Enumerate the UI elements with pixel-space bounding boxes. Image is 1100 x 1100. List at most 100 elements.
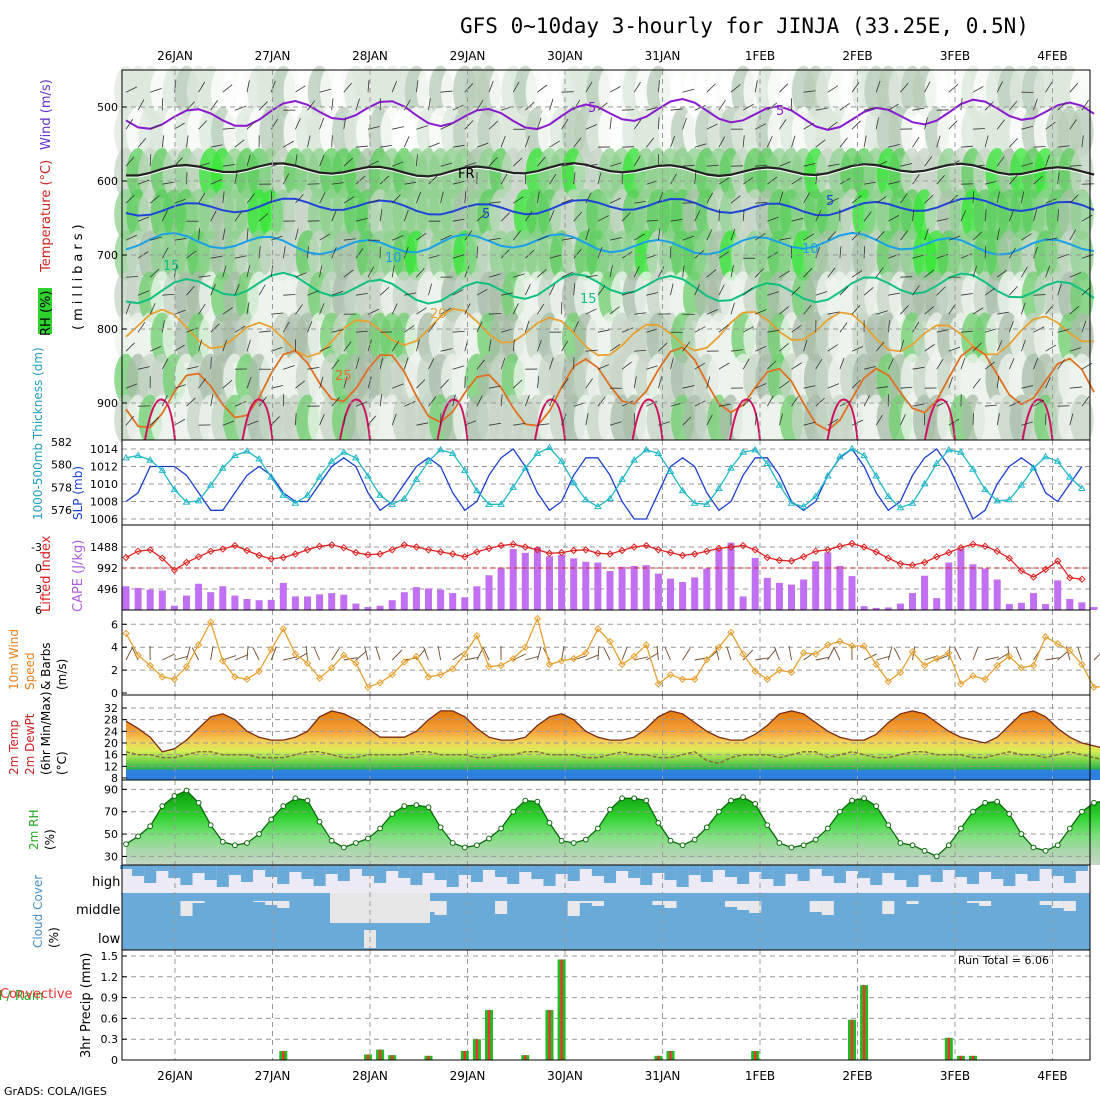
wind-barb (562, 92, 574, 93)
tick-label: 700 (97, 249, 118, 262)
rh2m-point (1043, 848, 1048, 853)
axis-label: Speed (23, 652, 37, 690)
cape-bar (800, 580, 807, 610)
cape-bar (957, 549, 964, 610)
cape-bar (970, 564, 977, 610)
rh2m-point (874, 804, 879, 809)
cloud-middle-gap (1040, 901, 1052, 905)
rh2m-point (583, 837, 588, 842)
cloud-high-bar (326, 865, 338, 874)
contour-label: 10 (385, 251, 402, 266)
cloud-high-bar (931, 865, 943, 882)
cape-bar (147, 590, 154, 610)
cloud-high-bar (737, 865, 749, 884)
top-date-label: 1FEB (745, 49, 775, 63)
cloud-high-bar (374, 865, 386, 883)
rh2m-point (825, 826, 830, 831)
cloud-high-bar (531, 865, 543, 879)
contour-label: FR (458, 167, 475, 182)
cloud-high-bar (785, 865, 797, 874)
rh2m-point (475, 843, 480, 848)
cape-bar (619, 567, 626, 610)
slp-tick-label: 1012 (90, 461, 118, 474)
slp-label: SLP (mb) (71, 466, 85, 520)
bottom-date-label: 4FEB (1037, 1069, 1067, 1083)
precip-conv-bar (488, 1010, 490, 1060)
rh2m-point (220, 839, 225, 844)
cape-bar (546, 556, 553, 610)
cape-bar (994, 580, 1001, 610)
cape-bar (352, 604, 359, 610)
cape-bar (921, 576, 928, 610)
rh2m-point (148, 824, 153, 829)
cape-bar (691, 577, 698, 610)
cloud-middle-gap (906, 901, 918, 904)
cape-bar (715, 549, 722, 610)
cloud-high-bar (628, 865, 640, 878)
cloud-middle-gap (495, 901, 507, 914)
cape-bar (159, 591, 166, 610)
axis-label: (%) (47, 927, 61, 948)
cape-tick-label: 1488 (90, 541, 118, 554)
rh2m-point (934, 854, 939, 859)
rh2m-point (305, 798, 310, 803)
cape-bar (1030, 593, 1037, 610)
cloud-high-bar (144, 865, 156, 883)
cape-bar (1018, 603, 1025, 610)
rh2m-point (547, 820, 552, 825)
rh2m-point (523, 798, 528, 803)
rh2m-point (1019, 832, 1024, 837)
rh2m-point (765, 823, 770, 828)
precip-conv-bar (548, 1010, 550, 1060)
rh2m-point (269, 817, 274, 822)
tick-label: 4 (111, 641, 118, 654)
top-date-label: 28JAN (352, 49, 388, 63)
tick-label: 1.2 (101, 971, 119, 984)
cape-bar (280, 583, 287, 610)
cape-axis: 1488992496 (90, 541, 118, 596)
axis-label: 2m RH (27, 810, 41, 851)
top-date-label: 26JAN (157, 49, 193, 63)
bottom-date-label: 3FEB (940, 1069, 970, 1083)
bottom-date-label: 30JAN (547, 1069, 583, 1083)
cape-li-panel: -3036 1488992496 Lifted Index CAPE (J/kg… (31, 525, 1100, 617)
cloud-high-bar (253, 865, 265, 870)
cloud-high-bar (556, 865, 568, 874)
rh2m-point (753, 801, 758, 806)
rh2m-point (850, 798, 855, 803)
cloud-level-low: low (98, 932, 121, 947)
rh2m-point (886, 823, 891, 828)
wind10m-label: 10m Wind Speed & Barbs (m/s) (7, 629, 69, 690)
axis-label: 2m Temp (7, 720, 21, 775)
cloud-level-middle: middle (76, 903, 120, 918)
wind-barb (380, 98, 381, 110)
contour-label: 15 (580, 292, 597, 307)
rh2m-point (124, 842, 129, 847)
tick-label: 0.6 (101, 1012, 119, 1025)
cloud-high-bar (1015, 865, 1027, 874)
rh-shading (114, 66, 1093, 445)
cloud-middle-gap (664, 901, 676, 908)
rh2m-point (487, 836, 492, 841)
contour-label: 5 (482, 207, 490, 222)
cape-bar (776, 583, 783, 610)
axis-label: (6hr Min/Max) (39, 692, 53, 776)
cloud-middle-gap (822, 901, 834, 915)
axis-label: Cloud Cover (31, 875, 45, 948)
cape-bar (183, 596, 190, 610)
rh2m-point (390, 812, 395, 817)
cape-tick-label: 992 (97, 562, 118, 575)
cloud-high-bar (471, 865, 483, 882)
rh2m-point (208, 823, 213, 828)
cloud-high-bar (459, 865, 471, 875)
cloud-middle-gap (253, 901, 265, 902)
top-date-label: 30JAN (547, 49, 583, 63)
rh2m-point (281, 804, 286, 809)
cloud-high-bar (168, 865, 180, 878)
rh2m-panel: 90 70 50 30 2m RH (%) (27, 780, 1100, 865)
chart-title: GFS 0~10day 3-hourly for JINJA (33.25E, … (460, 14, 1029, 38)
precip-conv-bar (754, 1051, 756, 1060)
rh2m-point (1092, 800, 1097, 805)
precip-conv-bar (863, 985, 865, 1060)
rh2m-point (136, 834, 141, 839)
